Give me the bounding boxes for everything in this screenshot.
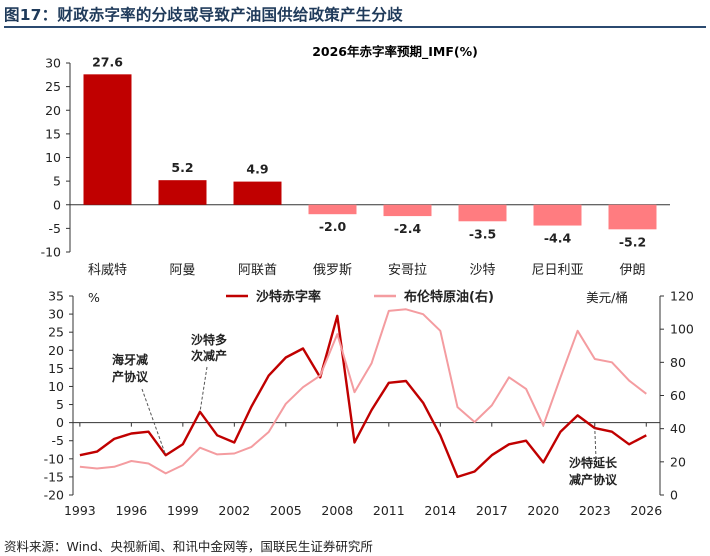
x-tick-label: 1993	[64, 503, 96, 518]
left-y-tick-label: -5	[52, 433, 64, 448]
bar-category-label: 尼日利亚	[531, 263, 583, 278]
left-y-tick-label: 35	[48, 289, 64, 304]
x-tick-label: 2002	[218, 503, 250, 518]
bar-6	[533, 204, 582, 226]
x-tick-label: 2005	[270, 503, 302, 518]
right-y-tick-label: 120	[670, 289, 694, 304]
annotation-text: 次减产	[191, 348, 227, 363]
right-y-tick-label: 40	[670, 421, 686, 436]
left-axis-unit: %	[88, 290, 100, 305]
bar-category-label: 伊朗	[619, 263, 645, 278]
x-tick-label: 1999	[167, 503, 199, 518]
x-tick-label: 2017	[476, 503, 508, 518]
x-tick-label: 2008	[321, 503, 353, 518]
annotation-leader	[199, 366, 208, 412]
bar-y-tick-label: 25	[45, 79, 61, 94]
right-y-tick-label: 20	[670, 454, 686, 469]
annotation-leader	[141, 388, 167, 456]
bar-value-label: 5.2	[171, 160, 193, 175]
bar-2	[233, 181, 282, 205]
bar-7	[608, 204, 657, 230]
line-chart: -20 -15 -10 -5 0 5 10 15 20 25 30 35 0 20 40 60 80 100 120…	[44, 289, 694, 519]
bar-5	[458, 204, 507, 222]
annotation-text: 产协议	[112, 369, 149, 384]
bar-value-label: -5.2	[619, 234, 646, 249]
right-axis-unit: 美元/桶	[586, 290, 628, 305]
legend-label-0: 沙特赤字率	[256, 289, 321, 305]
bar-value-label: -2.0	[319, 219, 347, 234]
left-y-tick-label: -15	[44, 469, 64, 484]
x-tick-label: 1996	[115, 503, 147, 518]
left-y-tick-label: 25	[48, 325, 64, 340]
bar-y-tick-label: 5	[53, 174, 61, 189]
left-y-tick-label: 0	[56, 415, 64, 430]
annotation-text: 海牙减	[112, 352, 148, 367]
annotation-text: 沙特延长	[569, 455, 618, 470]
left-y-tick-label: -10	[44, 451, 64, 466]
annotation-text: 沙特多	[191, 332, 227, 347]
annotation-text: 减产协议	[569, 472, 618, 487]
bar-chart-title: 2026年赤字率预期_IMF(%)	[312, 44, 478, 60]
source-note: 资料来源：Wind、央视新闻、和讯中金网等，国联民生证券研究所	[4, 539, 373, 554]
left-y-tick-label: 30	[48, 307, 64, 322]
left-y-tick-label: 20	[48, 343, 64, 358]
right-y-tick-label: 0	[670, 488, 678, 503]
bar-0	[83, 74, 132, 205]
bar-4	[383, 204, 432, 217]
left-y-tick-label: 5	[56, 397, 64, 412]
right-y-tick-label: 80	[670, 355, 686, 370]
legend-label-1: 布伦特原油(右)	[404, 289, 494, 305]
bar-category-label: 安哥拉	[388, 263, 427, 278]
series-line-1	[79, 308, 647, 475]
right-y-tick-label: 100	[670, 322, 694, 337]
bar-category-label: 阿联酋	[238, 262, 277, 278]
bar-3	[308, 204, 357, 215]
annotation-leader	[594, 428, 597, 460]
left-y-tick-label: 15	[48, 361, 64, 376]
bar-value-label: -2.4	[394, 221, 422, 236]
x-tick-label: 2011	[373, 503, 405, 518]
left-y-tick-label: -20	[44, 488, 64, 503]
bar-y-tick-label: -5	[49, 221, 61, 236]
bar-y-tick-label: 30	[45, 56, 61, 71]
bar-category-label: 俄罗斯	[313, 263, 352, 278]
bar-value-label: -4.4	[544, 231, 572, 246]
figure-title: 图17：财政赤字率的分歧或导致产油国供给政策产生分歧	[4, 6, 403, 24]
bar-value-label: 4.9	[246, 162, 268, 177]
x-tick-label: 2026	[630, 503, 662, 518]
bar-y-tick-label: 0	[53, 197, 61, 212]
bar-value-label: -3.5	[469, 226, 496, 241]
bar-chart: 2026年赤字率预期_IMF(%) -10 -5 0 5 10 15 20 25 30 27.6 科…	[41, 44, 670, 278]
x-tick-label: 2014	[424, 503, 456, 518]
x-tick-label: 2023	[579, 503, 611, 518]
bar-category-label: 科威特	[88, 263, 127, 278]
bar-y-tick-label: 10	[45, 150, 61, 165]
bar-1	[158, 180, 207, 205]
bar-category-label: 沙特	[469, 263, 495, 278]
left-y-tick-label: 10	[48, 379, 64, 394]
bar-y-tick-label: 20	[45, 103, 61, 118]
title-divider	[4, 26, 706, 28]
bar-y-tick-label: 15	[45, 126, 61, 141]
bar-category-label: 阿曼	[169, 263, 195, 278]
series-line-0	[79, 314, 647, 479]
right-y-tick-label: 60	[670, 388, 686, 403]
bar-y-tick-label: -10	[41, 245, 61, 260]
bar-value-label: 27.6	[92, 54, 123, 69]
x-tick-label: 2020	[527, 503, 559, 518]
